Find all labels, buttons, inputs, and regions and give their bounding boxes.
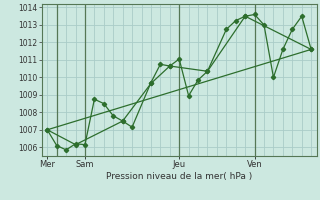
X-axis label: Pression niveau de la mer( hPa ): Pression niveau de la mer( hPa ) xyxy=(106,172,252,181)
